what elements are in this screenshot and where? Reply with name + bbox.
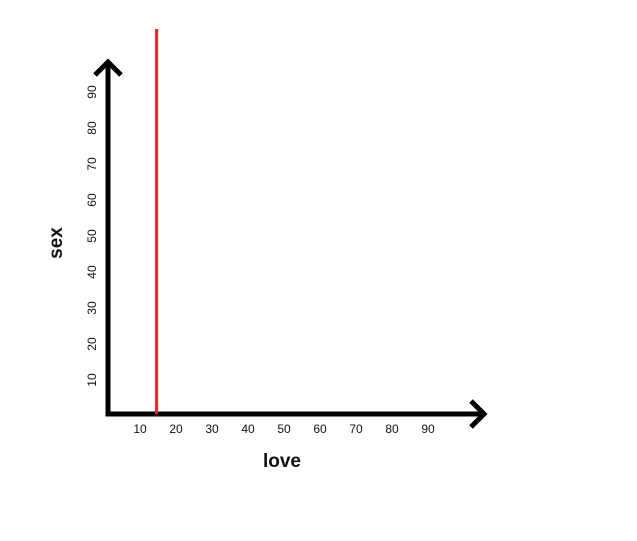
y-tick-label-40: 40 [85, 265, 99, 279]
axes [93, 58, 488, 429]
x-tick-label-70: 70 [349, 422, 363, 436]
y-tick-label-50: 50 [85, 229, 99, 243]
x-tick-label-50: 50 [277, 422, 291, 436]
y-tick-label-70: 70 [85, 157, 99, 171]
x-tick-labels: 10 20 30 40 50 60 70 80 90 [133, 422, 435, 436]
x-tick-label-90: 90 [421, 422, 435, 436]
y-tick-label-30: 30 [85, 301, 99, 315]
y-tick-label-80: 80 [85, 121, 99, 135]
x-axis-label: love [263, 451, 301, 472]
x-tick-label-40: 40 [241, 422, 255, 436]
x-tick-label-20: 20 [169, 422, 183, 436]
x-tick-label-30: 30 [205, 422, 219, 436]
x-tick-label-10: 10 [133, 422, 147, 436]
y-tick-label-20: 20 [85, 337, 99, 351]
y-axis-label: sex [46, 227, 67, 259]
y-tick-label-10: 10 [85, 373, 99, 387]
x-axis-arrowhead [469, 399, 488, 429]
y-tick-label-60: 60 [85, 193, 99, 207]
y-tick-labels: 10 20 30 40 50 60 70 80 90 [85, 85, 99, 387]
y-axis-arrowhead [93, 58, 123, 77]
x-tick-label-80: 80 [385, 422, 399, 436]
y-tick-label-90: 90 [85, 85, 99, 99]
x-tick-label-60: 60 [313, 422, 327, 436]
